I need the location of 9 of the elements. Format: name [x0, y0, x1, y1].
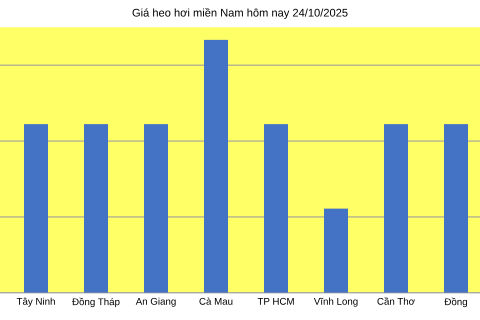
x-tick-label: TP HCM — [258, 298, 294, 305]
x-tick-label: Cần Thơ — [377, 297, 415, 305]
x-tick-label: An Giang — [136, 298, 176, 307]
x-tick-label: Tây Ninh — [16, 298, 55, 307]
x-tick-label: Cà Mau — [199, 298, 232, 305]
x-tick-label: Vĩnh Long — [314, 298, 358, 307]
x-tick-label: Đồng Tháp — [72, 298, 120, 308]
x-tick-label: Đồng — [444, 298, 467, 308]
chart-title: Giá heo hơi miền Nam hôm nay 24/10/2025 — [132, 8, 348, 19]
